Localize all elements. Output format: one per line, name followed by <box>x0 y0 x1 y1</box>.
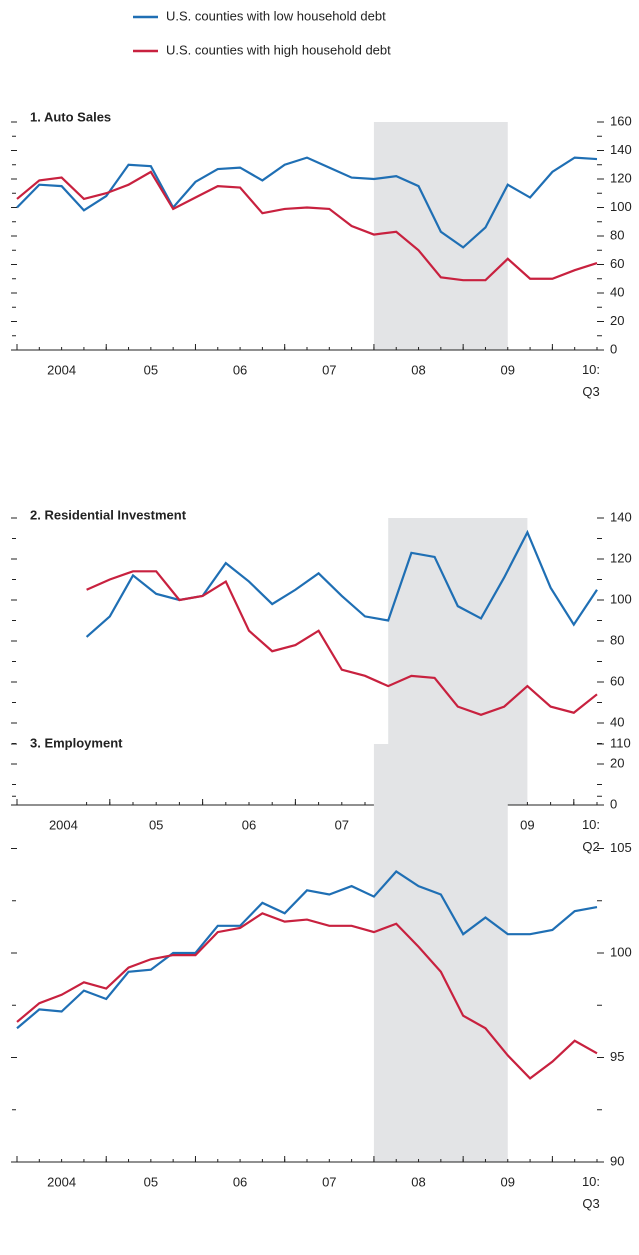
x-tick-label: 05 <box>144 1174 158 1189</box>
x-tick-label: 08 <box>411 362 425 377</box>
chart-title: 1. Auto Sales <box>30 109 111 124</box>
x-tick-label: 2004 <box>49 817 78 832</box>
y-tick-label: 120 <box>610 550 632 565</box>
y-tick-label: 95 <box>610 1049 624 1064</box>
y-tick-label: 60 <box>610 673 624 688</box>
y-tick-label: 100 <box>610 199 632 214</box>
y-tick-label: 40 <box>610 714 624 729</box>
y-tick-label: 80 <box>610 632 624 647</box>
y-tick-label: 110 <box>610 735 631 750</box>
x-tick-label: 06 <box>242 817 256 832</box>
y-tick-label: 100 <box>610 591 632 606</box>
legend-label: U.S. counties with low household debt <box>166 8 386 23</box>
series-line <box>86 570 598 716</box>
series-line <box>16 870 598 1030</box>
y-tick-label: 0 <box>610 796 617 811</box>
x-tick-label: 09 <box>501 1174 515 1189</box>
x-tick-label: 05 <box>144 362 158 377</box>
x-tick-label: 2004 <box>47 1174 76 1189</box>
x-tick-label: 07 <box>322 1174 336 1189</box>
y-tick-label: 140 <box>610 509 632 524</box>
series-line <box>16 912 598 1080</box>
x-tick-label: 07 <box>335 817 349 832</box>
chart-title: 2. Residential Investment <box>30 507 187 522</box>
x-tick-label: 10: Q3 <box>582 362 600 399</box>
series-line <box>16 170 598 282</box>
y-tick-label: 20 <box>610 755 624 770</box>
x-tick-label: 2004 <box>47 362 76 377</box>
y-tick-label: 120 <box>610 170 632 185</box>
x-tick-label: 10: Q3 <box>582 1174 600 1211</box>
x-tick-label: 10: Q2 <box>582 817 600 854</box>
x-tick-label: 05 <box>149 817 163 832</box>
y-tick-label: 140 <box>610 142 632 157</box>
x-tick-label: 07 <box>322 362 336 377</box>
y-tick-label: 60 <box>610 256 624 271</box>
y-tick-label: 160 <box>610 113 632 128</box>
x-tick-label: 06 <box>233 1174 247 1189</box>
y-tick-label: 90 <box>610 1153 624 1168</box>
recession-shade <box>373 744 508 1162</box>
series-line <box>85 529 598 638</box>
y-tick-label: 20 <box>610 313 624 328</box>
y-tick-label: 100 <box>610 944 632 959</box>
x-tick-label: 09 <box>501 362 515 377</box>
x-tick-label: 06 <box>233 362 247 377</box>
y-tick-label: 40 <box>610 284 624 299</box>
legend-label: U.S. counties with high household debt <box>166 42 391 57</box>
y-tick-label: 0 <box>610 341 617 356</box>
x-tick-label: 09 <box>520 817 534 832</box>
series-line <box>16 156 598 249</box>
y-tick-label: 80 <box>610 227 624 242</box>
y-tick-label: 105 <box>610 840 632 855</box>
chart-title: 3. Employment <box>30 735 123 750</box>
recession-shade <box>373 122 508 350</box>
x-tick-label: 08 <box>411 1174 425 1189</box>
